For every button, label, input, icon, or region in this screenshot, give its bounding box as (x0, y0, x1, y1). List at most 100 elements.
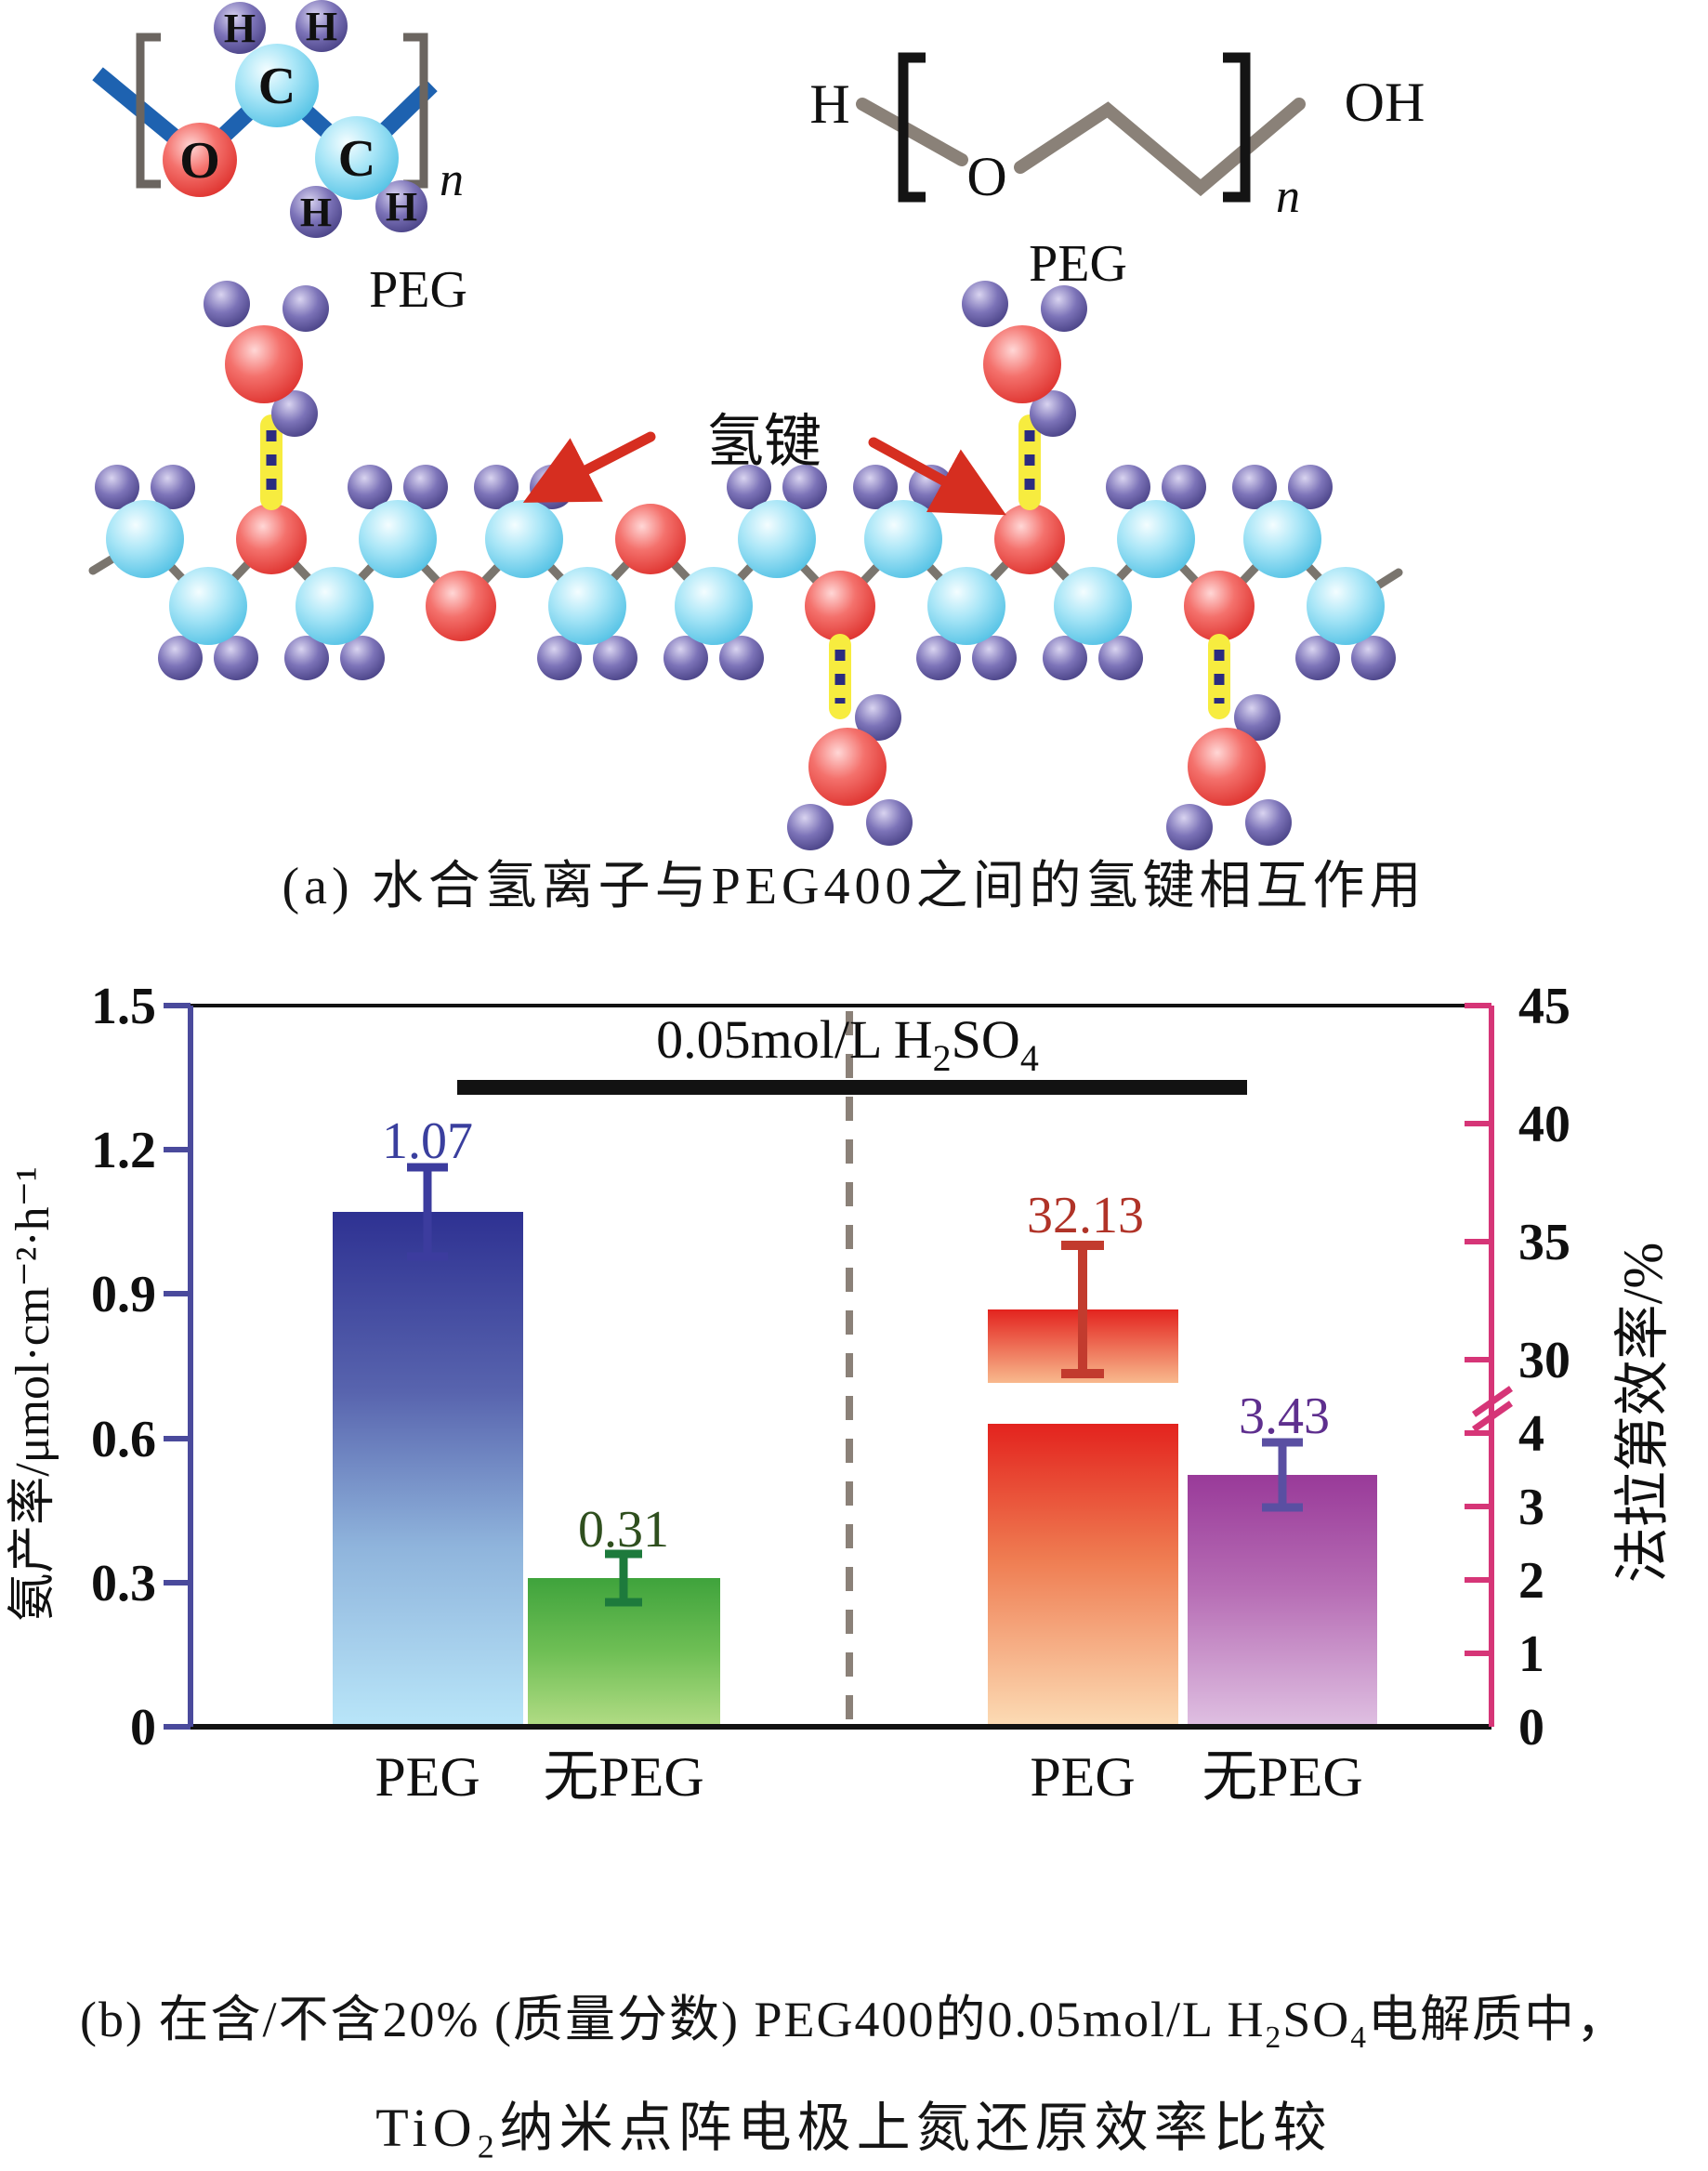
carbon-ball (169, 567, 247, 645)
panel-a-illustration: n H H H H O C C PEG H O n OH (88, 0, 1426, 850)
skeletal-bond (856, 98, 968, 166)
hydrogen-ball (727, 465, 771, 509)
hydrogen-ball (214, 2, 266, 54)
value-label-nopeg-fe: 3.43 (1239, 1388, 1330, 1445)
error-bar-nopeg-nh3 (605, 1549, 642, 1607)
hydrogen-ball (782, 465, 827, 509)
hydrogen-ball (866, 799, 913, 846)
tick-label: 0.6 (91, 1411, 156, 1468)
hydrogen-ball (474, 465, 519, 509)
carbon-ball (1054, 567, 1132, 645)
hydrogen-ball (972, 636, 1017, 680)
caption-text: 纳米点阵电极上氮还原效率比较 (499, 2098, 1333, 2158)
atom-c-label: C (338, 130, 375, 188)
error-bars (407, 1163, 1303, 1607)
hydrogen-ball (375, 180, 427, 232)
carbon-ball (1117, 500, 1195, 578)
hydrogen-ball (593, 636, 637, 680)
atom-h-label: H (306, 4, 337, 49)
tick-label: 0 (130, 1699, 156, 1757)
carbon-ball (359, 500, 437, 578)
error-bar-peg-fe (1061, 1241, 1104, 1378)
hydrogen-ball (1351, 636, 1396, 680)
hydrogen-ball (1166, 804, 1213, 850)
oxygen-ball (163, 123, 237, 197)
oxygen-ball (236, 504, 307, 574)
repeat-n-label: n (440, 153, 464, 206)
hydrogen-ball (1041, 285, 1087, 332)
atom-c-label: C (258, 58, 296, 115)
hydrogen-ball (151, 465, 195, 509)
tick-label: 30 (1518, 1332, 1570, 1389)
value-label-peg-nh3: 1.07 (382, 1112, 473, 1170)
caption-subscript: 2 (1265, 2020, 1283, 2055)
tick-label: 0.9 (91, 1266, 156, 1323)
hydrogen-ball (158, 636, 203, 680)
left-axis-tick-labels: 1.5 1.2 0.9 0.6 0.3 0 (91, 978, 156, 1757)
carbon-ball (485, 500, 563, 578)
hydrogen-ball (290, 186, 342, 238)
atom-h-label: H (224, 6, 256, 51)
hydrogen-ball (271, 390, 318, 437)
ballstick-structure: n H H H H O C C PEG (92, 0, 467, 319)
category-label-peg: PEG (374, 1746, 480, 1808)
hydrogen-ball (403, 465, 448, 509)
carbon-ball (675, 567, 753, 645)
caption-b-line2: TiO2纳米点阵电极上氮还原效率比较 (0, 2084, 1708, 2166)
hydrogen-ball (204, 281, 250, 327)
hydrogen-ball (95, 465, 139, 509)
hbond-arrow-left (522, 431, 656, 503)
carbon-ball (738, 500, 816, 578)
carbon-ball (1307, 567, 1385, 645)
tick-label: 0 (1518, 1699, 1544, 1757)
carbon-ball (1243, 500, 1321, 578)
oxygen-ball (615, 504, 686, 574)
value-label-nopeg-nh3: 0.31 (578, 1501, 669, 1559)
hbond-arrow-right (868, 437, 1006, 516)
right-axis-title: 法拉第效率/% (1612, 1243, 1674, 1584)
hydrogen-ball (282, 285, 329, 332)
bar-nopeg-fe (1188, 1475, 1377, 1727)
tick-label: 2 (1518, 1552, 1544, 1610)
skeletal-chain (1014, 98, 1306, 197)
oxygen-ball (805, 571, 875, 641)
caption-text: (b) 在含/不含20% (质量分数) PEG400的0.05mol/L H (80, 1992, 1266, 2047)
hydrogen-ball (663, 636, 708, 680)
caption-text: TiO (375, 2098, 478, 2158)
hydronium-oxygen-ball (225, 325, 303, 403)
carbon-ball (927, 567, 1005, 645)
bracket-left (898, 52, 926, 203)
carbon-ball (864, 500, 942, 578)
hydrogen-ball (1043, 636, 1087, 680)
tick-label: 1.5 (91, 978, 156, 1035)
bar-peg-nh3 (333, 1212, 523, 1727)
hydrogen-ball (1162, 465, 1206, 509)
bracket-left (136, 33, 161, 189)
oxygen-ball (1184, 571, 1255, 641)
tick-label: 45 (1518, 978, 1570, 1035)
hydrogen-bond-chain (88, 281, 1403, 850)
caption-subscript: 2 (477, 2127, 500, 2165)
hydrogen-ball (1106, 465, 1150, 509)
hydrogen-ball (1030, 390, 1076, 437)
caption-subscript: 4 (1350, 2020, 1368, 2055)
hydrogen-ball (1098, 636, 1143, 680)
hydrogen-ball (916, 636, 961, 680)
hydrogen-ball (214, 636, 258, 680)
hydrogen-ball (719, 636, 764, 680)
hydrogen-ball (1245, 799, 1292, 846)
hydronium-oxygen-ball (983, 325, 1061, 403)
tick-label: 4 (1518, 1405, 1544, 1463)
end-h-label: H (809, 73, 849, 135)
end-oh-label: OH (1345, 72, 1426, 133)
tick-label: 0.3 (91, 1555, 156, 1612)
hydrogen-ball (1295, 636, 1340, 680)
atom-h-label: H (386, 184, 417, 230)
caption-a: (a) 水合氢离子与PEG400之间的氢键相互作用 (282, 858, 1426, 915)
tick-label: 40 (1518, 1096, 1570, 1153)
carbon-ball (296, 567, 374, 645)
tick-label: 1.2 (91, 1122, 156, 1179)
oxygen-ball (426, 571, 496, 641)
bars (333, 1212, 1377, 1727)
